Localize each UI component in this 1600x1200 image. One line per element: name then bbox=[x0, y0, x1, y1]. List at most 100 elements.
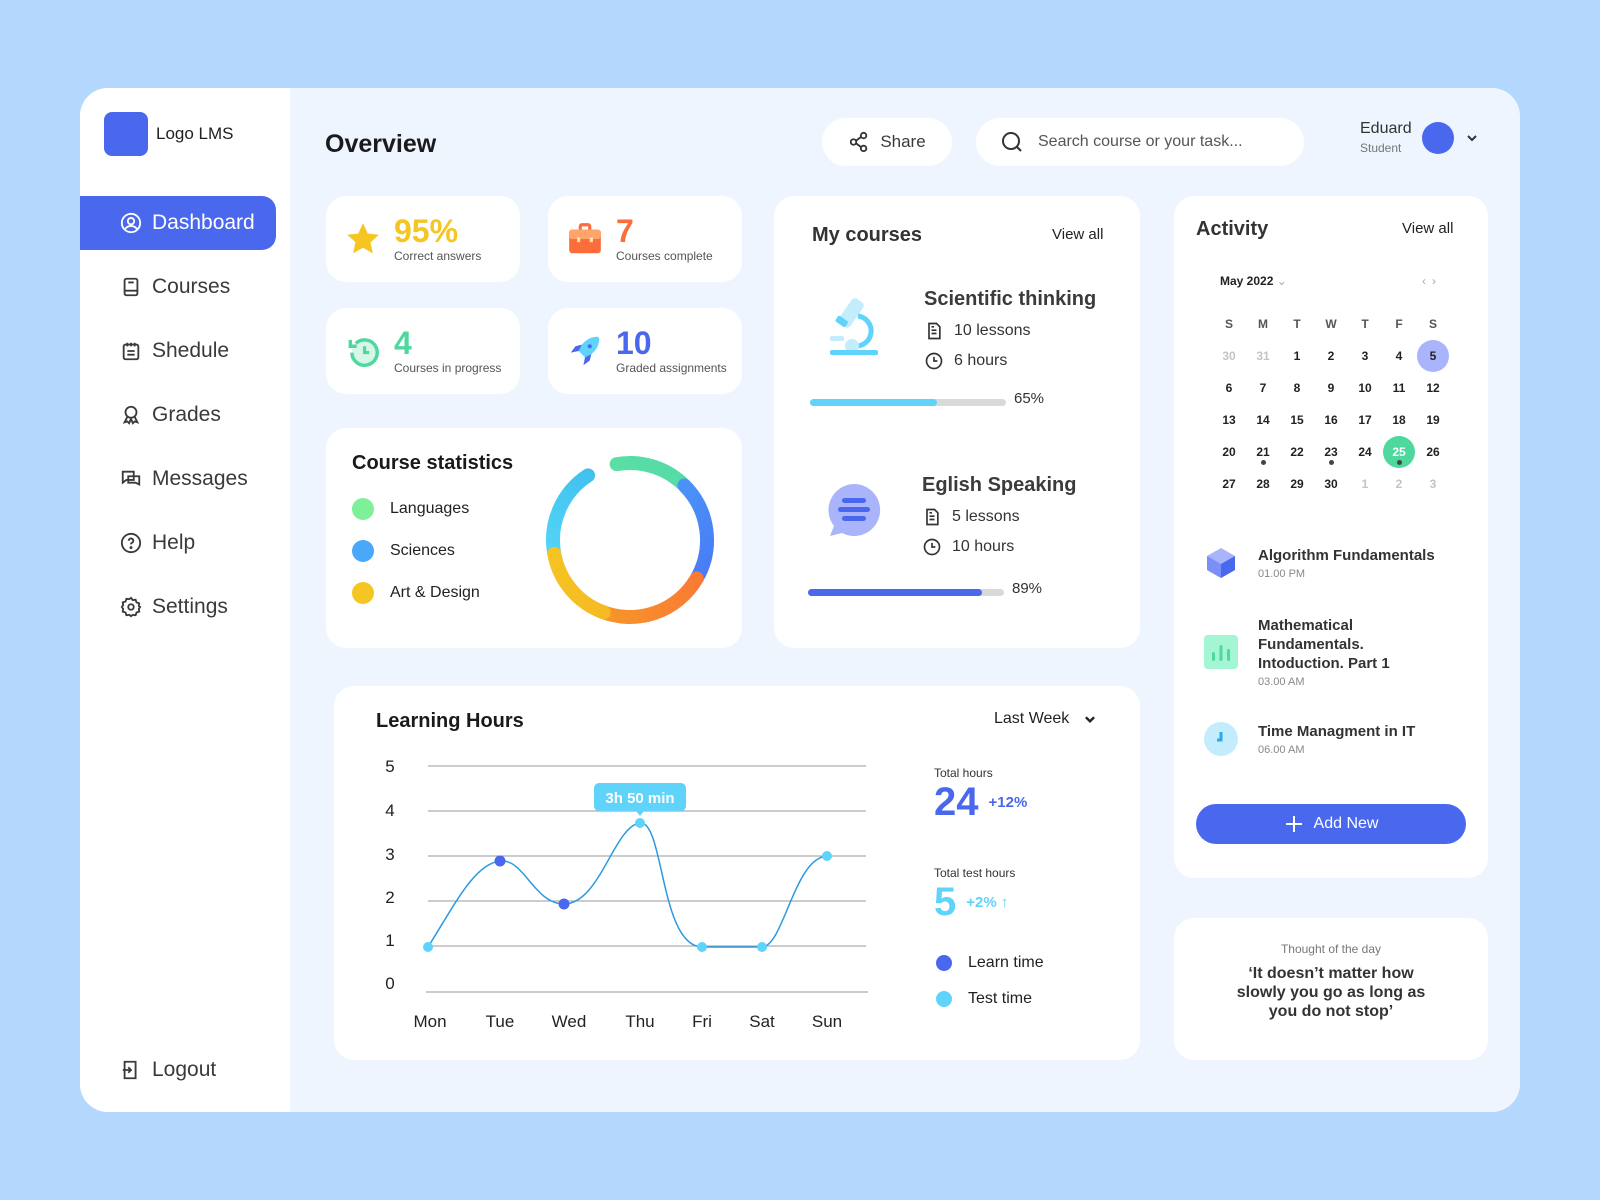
next-month-icon[interactable]: › bbox=[1432, 274, 1442, 288]
sidebar-item-label: Messages bbox=[152, 467, 248, 490]
sidebar-item-messages[interactable]: Messages bbox=[80, 452, 276, 506]
clock-icon bbox=[925, 352, 943, 370]
user-menu[interactable]: Eduard Student bbox=[1360, 120, 1480, 155]
bar-chart-icon bbox=[1204, 635, 1238, 669]
calendar-day[interactable]: 12 bbox=[1426, 381, 1440, 395]
calendar-day-event[interactable]: 21 bbox=[1246, 436, 1280, 468]
avatar[interactable] bbox=[1421, 121, 1454, 154]
sidebar-item-label: Courses bbox=[152, 275, 231, 298]
logo[interactable]: Logo LMS bbox=[104, 112, 234, 156]
calendar-day[interactable]: 26 bbox=[1426, 445, 1440, 459]
calendar-day[interactable]: 13 bbox=[1222, 413, 1236, 427]
sidebar-item-courses[interactable]: Courses bbox=[80, 260, 276, 314]
calendar-day-event[interactable]: 23 bbox=[1314, 436, 1348, 468]
activity-item[interactable]: Time Managment in IT 06.00 AM bbox=[1204, 722, 1415, 756]
weekday-label: F bbox=[1395, 317, 1403, 331]
calendar-day[interactable]: 16 bbox=[1324, 413, 1338, 427]
logout-icon bbox=[122, 1060, 137, 1080]
legend-dot bbox=[352, 540, 374, 562]
calendar-day[interactable]: 2 bbox=[1395, 477, 1403, 491]
calendar-day[interactable]: 2 bbox=[1327, 349, 1335, 363]
calendar-day-selected[interactable]: 5 bbox=[1416, 340, 1450, 372]
search-bar[interactable] bbox=[976, 118, 1304, 166]
calendar-day[interactable]: 14 bbox=[1256, 413, 1270, 427]
chevron-down-icon bbox=[1085, 716, 1096, 723]
calendar-day[interactable]: 3 bbox=[1361, 349, 1369, 363]
calendar-day[interactable]: 15 bbox=[1290, 413, 1304, 427]
svg-text:Fri: Fri bbox=[692, 1012, 712, 1031]
calendar-day[interactable]: 29 bbox=[1290, 477, 1304, 491]
search-input[interactable] bbox=[1038, 133, 1278, 151]
user-name: Eduard bbox=[1360, 120, 1412, 137]
calendar-day[interactable]: 1 bbox=[1293, 349, 1301, 363]
user-role: Student bbox=[1360, 141, 1402, 155]
svg-text:1: 1 bbox=[385, 931, 394, 950]
sidebar-item-help[interactable]: Help bbox=[80, 516, 276, 570]
calendar-day[interactable]: 18 bbox=[1392, 413, 1406, 427]
calendar-day[interactable]: 4 bbox=[1395, 349, 1403, 363]
calendar-day[interactable]: 9 bbox=[1327, 381, 1335, 395]
calendar-day[interactable]: 8 bbox=[1293, 381, 1301, 395]
activity-item[interactable]: Mathematical Fundamentals. Intoduction. … bbox=[1204, 616, 1418, 688]
star-icon bbox=[347, 223, 379, 254]
calendar-day[interactable]: 7 bbox=[1259, 381, 1267, 395]
calendar-day[interactable]: 27 bbox=[1222, 477, 1236, 491]
course-hours: 6 hours bbox=[924, 351, 1096, 371]
calendar-day[interactable]: 1 bbox=[1361, 477, 1369, 491]
user-circle-icon bbox=[120, 212, 142, 234]
calendar-day[interactable]: 20 bbox=[1222, 445, 1236, 459]
view-all-courses-link[interactable]: View all bbox=[1052, 226, 1104, 243]
share-button[interactable]: Share bbox=[822, 118, 952, 166]
calendar-day-today[interactable]: 25 bbox=[1382, 436, 1416, 468]
calendar-day[interactable]: 6 bbox=[1225, 381, 1233, 395]
stat-value: 10 bbox=[616, 325, 652, 361]
calendar-day[interactable]: 30 bbox=[1324, 477, 1338, 491]
donut-chart bbox=[546, 456, 714, 624]
chat-icon bbox=[121, 470, 141, 486]
logout-button[interactable]: Logout bbox=[120, 1058, 216, 1082]
clock-icon bbox=[1204, 722, 1238, 756]
calendar-day[interactable]: 11 bbox=[1392, 381, 1406, 395]
calendar-day[interactable]: 10 bbox=[1358, 381, 1372, 395]
gear-icon bbox=[120, 596, 142, 618]
legend-dot bbox=[352, 582, 374, 604]
briefcase-icon bbox=[569, 223, 601, 254]
total-hours-label: Total hours bbox=[934, 766, 993, 780]
sidebar-item-grades[interactable]: Grades bbox=[80, 388, 276, 442]
history-icon bbox=[348, 338, 379, 367]
course-statistics-card: Course statistics Languages Sciences Art… bbox=[326, 428, 742, 648]
speech-bubble-icon bbox=[828, 483, 881, 536]
logout-label: Logout bbox=[152, 1058, 217, 1081]
stat-value: 7 bbox=[616, 213, 634, 249]
calendar-day[interactable]: 30 bbox=[1222, 349, 1236, 363]
period-dropdown[interactable]: Last Week bbox=[994, 710, 1097, 728]
svg-text:Thu: Thu bbox=[625, 1012, 654, 1031]
sidebar-item-dashboard[interactable]: Dashboard bbox=[80, 196, 276, 250]
microscope-icon bbox=[830, 298, 878, 355]
course-lessons: 5 lessons bbox=[922, 507, 1076, 527]
chevron-down-icon[interactable] bbox=[1464, 130, 1480, 146]
calendar-day[interactable]: 17 bbox=[1358, 413, 1372, 427]
calendar-day[interactable]: 31 bbox=[1256, 349, 1270, 363]
rocket-icon bbox=[570, 336, 600, 366]
add-new-button[interactable]: Add New bbox=[1196, 804, 1466, 844]
legend-dot bbox=[352, 498, 374, 520]
activity-item[interactable]: Algorithm Fundamentals 01.00 PM bbox=[1204, 546, 1435, 580]
stat-card-courses-in-progress: 4 Courses in progress bbox=[326, 308, 520, 394]
calendar-day[interactable]: 22 bbox=[1290, 445, 1304, 459]
sidebar-item-settings[interactable]: Settings bbox=[80, 580, 276, 634]
month-selector[interactable]: May 2022 ⌄ bbox=[1220, 274, 1287, 288]
share-label: Share bbox=[880, 132, 926, 151]
plus-icon bbox=[1285, 816, 1302, 832]
hours-text: 6 hours bbox=[954, 352, 1008, 369]
svg-text:2: 2 bbox=[385, 888, 394, 907]
view-all-activity-link[interactable]: View all bbox=[1402, 220, 1454, 237]
calendar-day[interactable]: 19 bbox=[1426, 413, 1440, 427]
sidebar-item-shedule[interactable]: Shedule bbox=[80, 324, 276, 378]
prev-month-icon[interactable]: ‹ bbox=[1422, 274, 1432, 288]
calendar-day[interactable]: 24 bbox=[1358, 445, 1372, 459]
calendar-day[interactable]: 28 bbox=[1256, 477, 1270, 491]
calendar-day[interactable]: 3 bbox=[1429, 477, 1437, 491]
stat-label: Correct answers bbox=[394, 249, 482, 263]
